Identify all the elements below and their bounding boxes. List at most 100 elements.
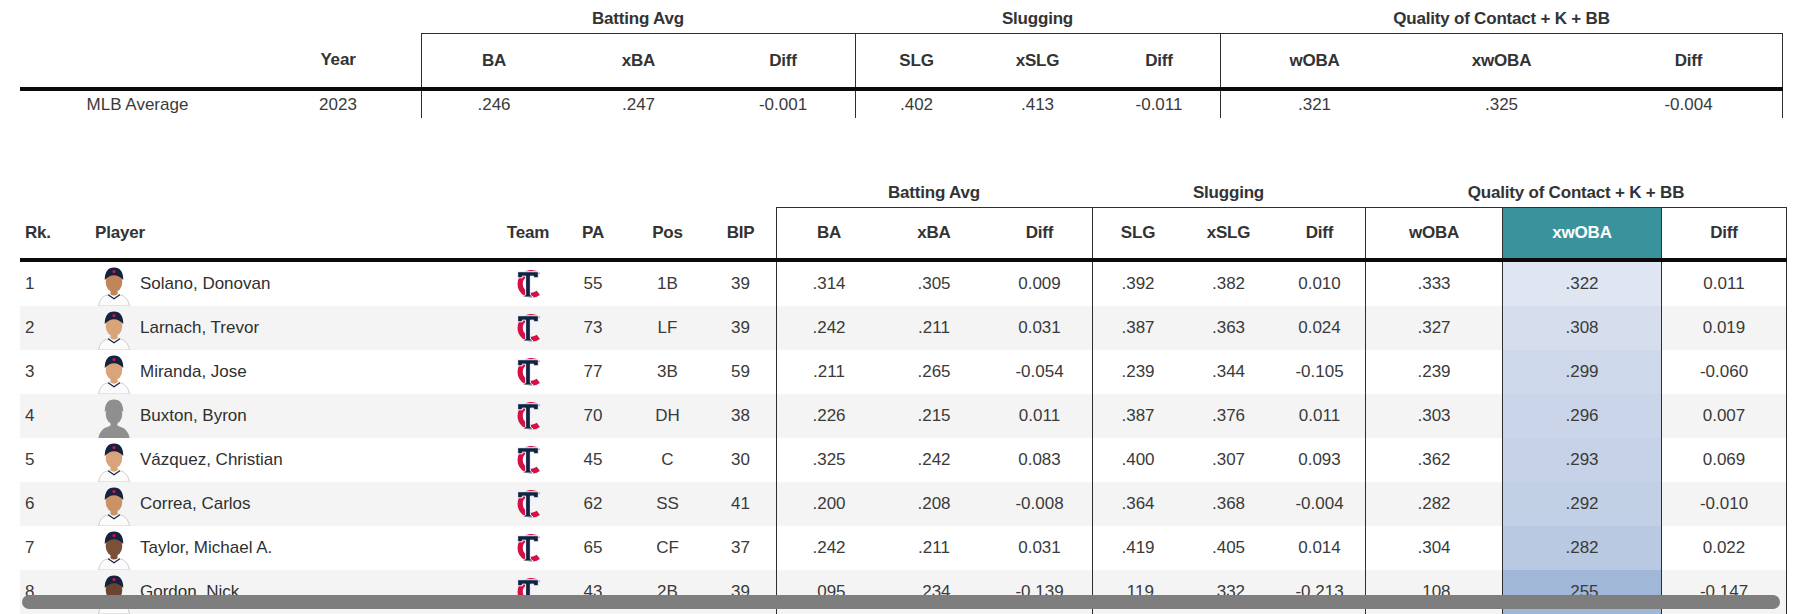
player-name[interactable]: Correa, Carlos	[140, 494, 251, 514]
player-xba: .215	[881, 394, 987, 438]
player-ba-diff: 0.083	[987, 438, 1092, 482]
summary-slg-diff: -0.011	[1098, 91, 1220, 118]
team-cell	[500, 438, 556, 482]
player-xba: .305	[881, 262, 987, 306]
player-slg: .400	[1092, 438, 1183, 482]
player-row[interactable]: 2 Larnach, Trevor	[20, 306, 1787, 350]
player-ba-diff: 0.031	[987, 526, 1092, 570]
player-slg-diff: 0.010	[1274, 262, 1365, 306]
summary-header-ba-diff: Diff	[711, 33, 855, 87]
player-xslg: .376	[1183, 394, 1274, 438]
player-pa: 77	[556, 350, 630, 394]
header-pa[interactable]: PA	[556, 207, 630, 258]
player-xwoba-diff: 0.007	[1662, 394, 1787, 438]
twins-tc-logo-icon[interactable]	[512, 267, 544, 301]
player-xwoba-highlighted: .292	[1502, 482, 1662, 526]
header-woba[interactable]: wOBA	[1365, 207, 1502, 258]
header-slg-diff[interactable]: Diff	[1274, 207, 1365, 258]
header-xwoba-diff[interactable]: Diff	[1662, 207, 1787, 258]
summary-spacer	[20, 33, 255, 87]
header-pos[interactable]: Pos	[630, 207, 705, 258]
header-player[interactable]: Player	[60, 207, 500, 258]
player-row[interactable]: 5 Vázquez, Christian	[20, 438, 1787, 482]
group-label-batting-avg: Batting Avg	[776, 183, 1092, 203]
player-woba: .303	[1365, 394, 1502, 438]
player-woba: .282	[1365, 482, 1502, 526]
player-row[interactable]: 4 Buxton, Byron	[20, 394, 1787, 438]
player-xba: .211	[881, 526, 987, 570]
player-slg-diff: 0.024	[1274, 306, 1365, 350]
twins-tc-logo-icon[interactable]	[512, 443, 544, 477]
player-xwoba-highlighted: .282	[1502, 526, 1662, 570]
player-xba: .265	[881, 350, 987, 394]
horizontal-scrollbar-thumb[interactable]	[22, 595, 1780, 609]
player-ba-diff: -0.008	[987, 482, 1092, 526]
player-row[interactable]: 3 Miranda, Jose	[20, 350, 1787, 394]
player-pa: 70	[556, 394, 630, 438]
player-name[interactable]: Miranda, Jose	[140, 362, 247, 382]
player-rank: 7	[20, 526, 60, 570]
header-slg[interactable]: SLG	[1092, 207, 1183, 258]
player-xba: .208	[881, 482, 987, 526]
header-xslg[interactable]: xSLG	[1183, 207, 1274, 258]
header-team[interactable]: Team	[500, 207, 556, 258]
player-slg: .392	[1092, 262, 1183, 306]
team-cell	[500, 526, 556, 570]
group-label-batting-avg: Batting Avg	[421, 9, 855, 29]
player-headshot	[95, 483, 133, 526]
twins-tc-logo-icon[interactable]	[512, 531, 544, 565]
player-ba: .211	[776, 350, 881, 394]
players-table: Batting Avg Slugging Quality of Contact …	[20, 175, 1787, 614]
twins-tc-logo-icon[interactable]	[512, 311, 544, 345]
player-row[interactable]: 7 Taylor, Michael A.	[20, 526, 1787, 570]
player-headshot	[95, 395, 133, 438]
player-ba: .325	[776, 438, 881, 482]
player-cell: Correa, Carlos	[60, 482, 500, 526]
summary-header-woba: wOBA	[1220, 33, 1408, 87]
header-ba-diff[interactable]: Diff	[987, 207, 1092, 258]
player-row[interactable]: 6 Correa, Carlos	[20, 482, 1787, 526]
player-row[interactable]: 1 Solano, Donovan	[20, 262, 1787, 306]
player-xwoba-diff: -0.010	[1662, 482, 1787, 526]
player-rank: 2	[20, 306, 60, 350]
header-ba[interactable]: BA	[776, 207, 881, 258]
team-cell	[500, 262, 556, 306]
players-header-row: Rk. Player Team PA Pos BIP BA xBA Diff S…	[20, 207, 1787, 258]
header-xba[interactable]: xBA	[881, 207, 987, 258]
player-cell: Solano, Donovan	[60, 262, 500, 306]
player-slg-diff: -0.105	[1274, 350, 1365, 394]
player-pos: 1B	[630, 262, 705, 306]
player-name[interactable]: Larnach, Trevor	[140, 318, 259, 338]
player-xwoba-highlighted: .308	[1502, 306, 1662, 350]
header-rank[interactable]: Rk.	[20, 207, 60, 258]
player-bip: 30	[705, 438, 776, 482]
team-cell	[500, 394, 556, 438]
page: Batting Avg Slugging Quality of Contact …	[0, 0, 1800, 614]
summary-xba: .247	[566, 91, 711, 118]
summary-ba-diff: -0.001	[711, 91, 855, 118]
player-rank: 3	[20, 350, 60, 394]
player-xslg: .307	[1183, 438, 1274, 482]
twins-tc-logo-icon[interactable]	[512, 355, 544, 389]
player-xwoba-highlighted: .322	[1502, 262, 1662, 306]
player-slg: .239	[1092, 350, 1183, 394]
player-headshot	[95, 263, 133, 306]
twins-tc-logo-icon[interactable]	[512, 487, 544, 521]
player-pa: 65	[556, 526, 630, 570]
player-xwoba-diff: 0.022	[1662, 526, 1787, 570]
player-pa: 55	[556, 262, 630, 306]
header-bip[interactable]: BIP	[705, 207, 776, 258]
player-name[interactable]: Vázquez, Christian	[140, 450, 283, 470]
player-name[interactable]: Solano, Donovan	[140, 274, 270, 294]
header-xwoba-highlighted[interactable]: xwOBA	[1502, 207, 1662, 258]
player-headshot	[95, 307, 133, 350]
player-xslg: .368	[1183, 482, 1274, 526]
player-slg-diff: -0.004	[1274, 482, 1365, 526]
summary-header-xwoba: xwOBA	[1408, 33, 1595, 87]
player-name[interactable]: Taylor, Michael A.	[140, 538, 272, 558]
player-xwoba-diff: 0.019	[1662, 306, 1787, 350]
player-cell: Buxton, Byron	[60, 394, 500, 438]
twins-tc-logo-icon[interactable]	[512, 399, 544, 433]
player-name[interactable]: Buxton, Byron	[140, 406, 247, 426]
player-ba-diff: 0.031	[987, 306, 1092, 350]
